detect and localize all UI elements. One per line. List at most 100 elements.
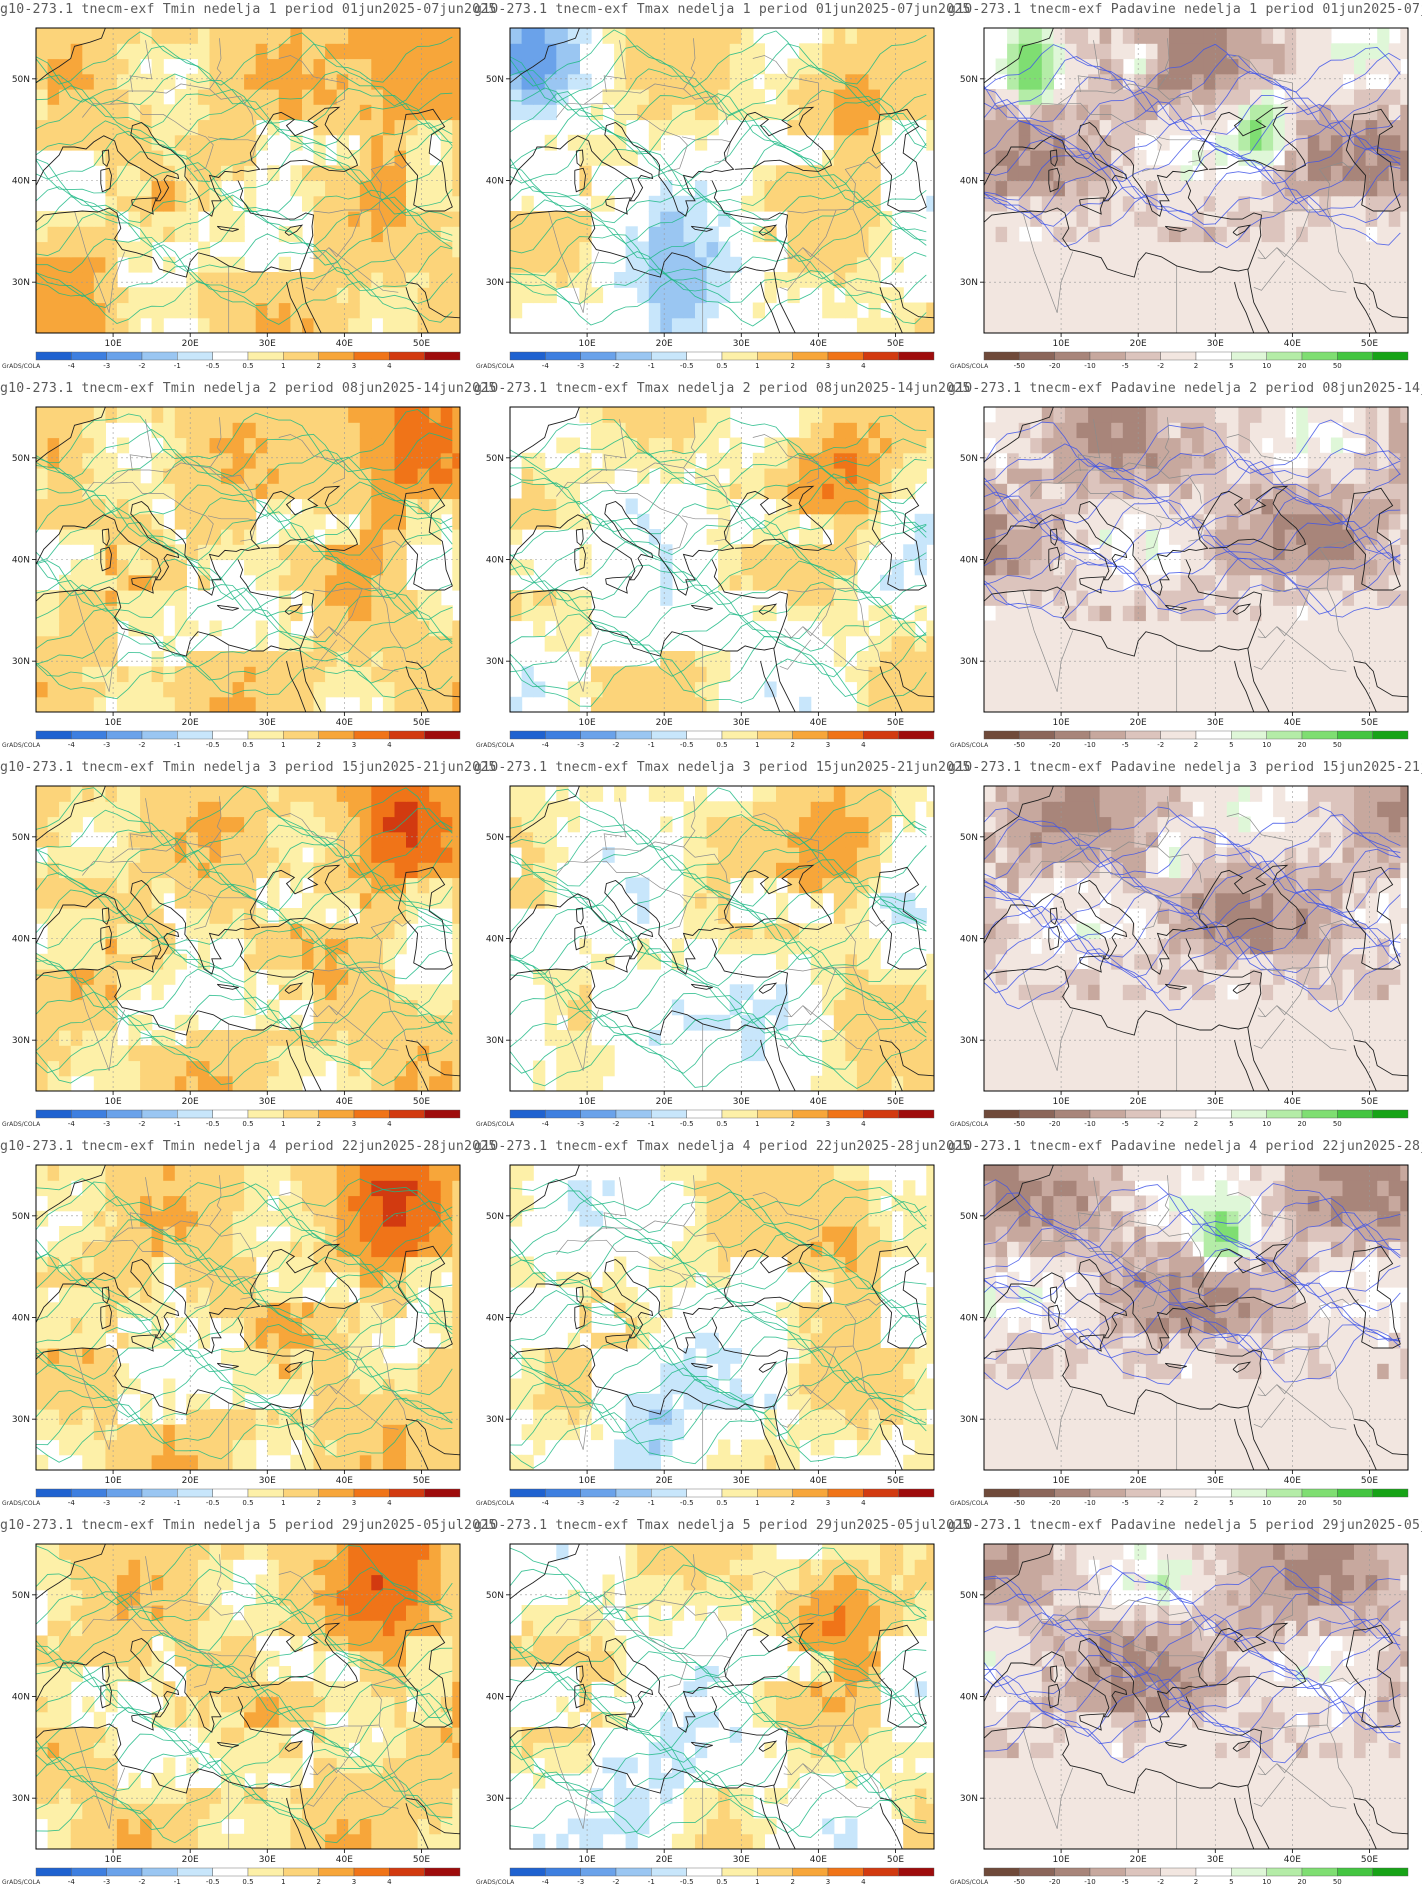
country-border bbox=[328, 1763, 399, 1809]
panel-title: g10-273.1 tnecm-exf Tmin nedelja 3 perio… bbox=[0, 760, 497, 775]
contour-line bbox=[984, 1710, 1401, 1764]
coastline bbox=[1353, 666, 1377, 712]
contour-line bbox=[510, 500, 927, 538]
country-border bbox=[802, 1005, 873, 1051]
colorbar-swatch bbox=[1160, 1109, 1197, 1119]
colorbar-swatch bbox=[1019, 1867, 1055, 1877]
contour-line bbox=[510, 1711, 927, 1763]
country-border bbox=[1157, 796, 1170, 848]
colorbar-swatch bbox=[1266, 1867, 1303, 1877]
colorbar-label: -1 bbox=[174, 1120, 181, 1128]
colorbar-swatch bbox=[35, 351, 72, 361]
coastline bbox=[510, 864, 833, 975]
lon-tick-label: 40E bbox=[336, 1097, 353, 1104]
lon-tick-label: 30E bbox=[1207, 339, 1224, 346]
contour-line bbox=[36, 1688, 453, 1754]
contour-line bbox=[984, 1301, 1401, 1353]
coastline bbox=[1353, 1803, 1377, 1849]
country-border bbox=[109, 83, 254, 125]
coastline bbox=[1232, 1361, 1252, 1373]
map-panel-prec-week-1: 10E 20E 30E 40E 50E 50N 40N 30N g10-273.1 tnecm-… bbox=[948, 0, 1422, 379]
coastline bbox=[131, 1713, 157, 1731]
contour-line bbox=[510, 1299, 927, 1353]
country-border bbox=[752, 813, 819, 863]
coastline bbox=[879, 281, 934, 319]
coastline bbox=[773, 1405, 796, 1470]
contour-line bbox=[510, 540, 927, 595]
country-border bbox=[309, 588, 363, 639]
contour-line bbox=[510, 898, 927, 960]
contour-line bbox=[36, 481, 453, 525]
lon-tick-label: 50E bbox=[413, 718, 430, 725]
country-border bbox=[207, 1652, 257, 1659]
colorbar-label: -2 bbox=[1157, 741, 1164, 749]
contour-line bbox=[984, 443, 1401, 483]
lat-tick-label: 40N bbox=[960, 1693, 978, 1703]
lon-tick-label: 10E bbox=[1053, 1476, 1070, 1483]
lon-tick-label: 30E bbox=[733, 1855, 750, 1862]
country-border bbox=[1155, 1652, 1205, 1659]
colorbar-swatch bbox=[1195, 1488, 1232, 1498]
lon-tick-label: 40E bbox=[336, 1855, 353, 1862]
coastline bbox=[284, 603, 304, 615]
colorbar-swatch bbox=[827, 1867, 864, 1877]
grads-credit: GrADS/COLA bbox=[950, 1121, 989, 1128]
coastline bbox=[879, 1045, 903, 1091]
coastline bbox=[1164, 225, 1187, 232]
coastline bbox=[871, 108, 927, 212]
contour-line bbox=[36, 186, 453, 223]
country-border bbox=[1030, 1239, 1162, 1309]
colorbar-label: 3 bbox=[352, 1120, 356, 1128]
country-border bbox=[802, 247, 873, 293]
colorbar-swatch bbox=[792, 351, 829, 361]
country-border bbox=[328, 626, 399, 672]
map-panel-tmin-week-4: 10E 20E 30E 40E 50E 50N 40N 30N g10-273.1 tnecm-… bbox=[0, 1137, 496, 1516]
colorbar-label: 2 bbox=[1194, 741, 1198, 749]
map-field bbox=[510, 407, 934, 712]
contour-line bbox=[36, 870, 453, 926]
lat-tick-label: 50N bbox=[486, 454, 504, 464]
map-tmin: 10E 20E 30E 40E 50E 50N 40N 30N bbox=[12, 27, 461, 346]
country-border bbox=[556, 481, 688, 551]
lat-tick-label: 50N bbox=[486, 1591, 504, 1601]
colorbar-swatch bbox=[898, 351, 935, 361]
country-border bbox=[1326, 1345, 1355, 1420]
contour-line bbox=[510, 1290, 927, 1329]
colorbar-swatch bbox=[545, 1109, 581, 1119]
lat-tick-label: 40N bbox=[12, 556, 30, 566]
country-border bbox=[779, 1776, 811, 1807]
colorbar-label: -3 bbox=[103, 741, 110, 749]
lon-tick-label: 50E bbox=[1361, 1855, 1378, 1862]
coastline bbox=[605, 1334, 631, 1352]
map-field bbox=[510, 1165, 934, 1470]
colorbar-label: -20 bbox=[1049, 1878, 1060, 1886]
coastline bbox=[405, 281, 460, 319]
contour-line bbox=[510, 885, 927, 944]
colorbar-swatch bbox=[983, 351, 1020, 361]
contour-line bbox=[510, 1647, 927, 1697]
lon-tick-label: 40E bbox=[336, 1476, 353, 1483]
lon-tick-label: 50E bbox=[1361, 1476, 1378, 1483]
contour-line bbox=[36, 1588, 453, 1625]
contour-line bbox=[510, 1608, 927, 1671]
colorbar-label: -4 bbox=[68, 1878, 76, 1886]
colorbar-label: 50 bbox=[1333, 1499, 1342, 1507]
coastline bbox=[1345, 1245, 1401, 1349]
colorbar-swatch bbox=[353, 1867, 390, 1877]
colorbar-label: 10 bbox=[1262, 1120, 1271, 1128]
coastline bbox=[1079, 955, 1105, 973]
contour-line bbox=[984, 846, 1401, 900]
contour-line bbox=[984, 513, 1401, 565]
colorbar-label: 2 bbox=[316, 1120, 320, 1128]
lat-tick-label: 40N bbox=[960, 177, 978, 187]
country-border bbox=[1276, 1763, 1347, 1809]
lat-tick-label: 30N bbox=[12, 1036, 30, 1046]
colorbar-label: -4 bbox=[542, 1499, 550, 1507]
colorbar-label: -4 bbox=[542, 1878, 550, 1886]
colorbar-label: 3 bbox=[352, 1499, 356, 1507]
country-border bbox=[278, 55, 345, 105]
contour-line bbox=[36, 942, 453, 984]
colorbar-label: -2 bbox=[613, 741, 620, 749]
country-border bbox=[310, 1765, 318, 1776]
colorbar-label: -10 bbox=[1084, 1499, 1095, 1507]
